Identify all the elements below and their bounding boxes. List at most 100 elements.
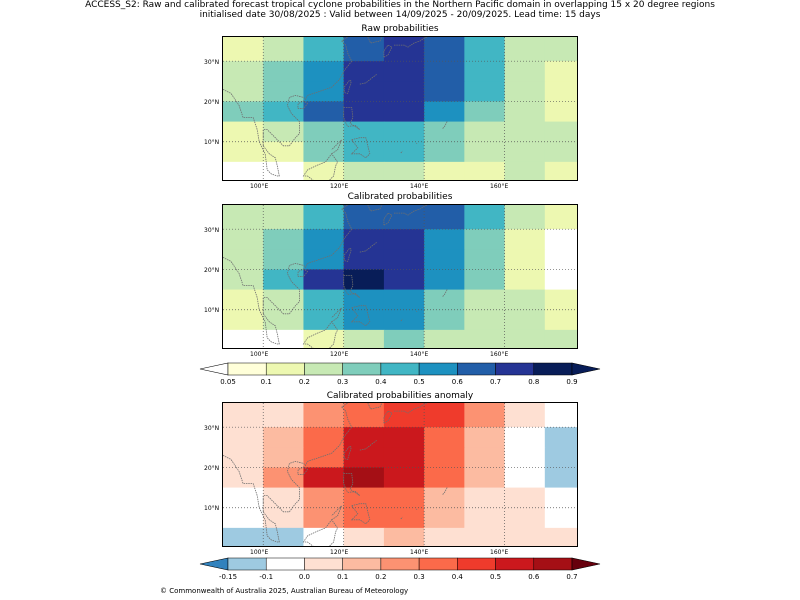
colorbar-segment [304, 557, 343, 571]
heatmap-cell [424, 81, 465, 102]
heatmap-cell [263, 487, 304, 509]
heatmap-cell [424, 507, 465, 529]
colorbar-tick-label: 0.8 [528, 378, 540, 386]
heatmap-cell [504, 427, 546, 448]
coastline [302, 153, 339, 180]
heatmap-cell [424, 229, 465, 250]
coastline [350, 305, 371, 327]
heatmap-cell [343, 447, 385, 468]
heatmap-cell [464, 329, 506, 348]
coastline [343, 79, 352, 94]
figure-title-line-1: ACCESS_S2: Raw and calibrated forecast t… [85, 0, 715, 10]
heatmap-cell [464, 161, 506, 180]
coastline [400, 150, 403, 154]
anomaly-colorbar-labels: -0.15 -0.1 0.0 0.1 0.2 0.3 0.4 0.5 0.6 0.7 [0, 574, 800, 584]
heatmap-cell [424, 37, 465, 62]
colorbar-under-extend [199, 362, 229, 376]
heatmap-cell [263, 507, 304, 529]
anom-xtick-120e: 120°E [330, 549, 349, 556]
heatmap-cell [464, 427, 506, 448]
heatmap-cell [303, 269, 345, 291]
colorbar-segment [304, 362, 343, 376]
heatmap-cell [504, 229, 546, 250]
heatmap-cell [424, 309, 465, 331]
colorbar-tick-label: 0.05 [220, 378, 236, 386]
heatmap-cell [303, 161, 345, 180]
colorbar-segment [495, 362, 535, 376]
colorbar-tick-label: 0.4 [451, 573, 463, 581]
heatmap-cell [544, 467, 577, 489]
heatmap-cell [544, 229, 577, 250]
copyright-notice: © Commonwealth of Australia 2025, Austra… [160, 587, 409, 595]
heatmap-cell [424, 289, 465, 311]
coastline [359, 241, 378, 253]
heatmap-cell [223, 101, 264, 123]
colorbar-tick-label: 0.3 [413, 573, 425, 581]
heatmap-cell [383, 61, 425, 82]
heatmap-cell [544, 269, 577, 291]
heatmap-cell [303, 487, 345, 509]
heatmap-cell [303, 61, 345, 82]
coastline [442, 486, 448, 495]
probability-colorbar [199, 362, 601, 376]
heatmap-cell [223, 61, 264, 82]
heatmap-cell [303, 249, 345, 270]
heatmap-cell [303, 427, 345, 448]
heatmap-cell [303, 229, 345, 250]
heatmap-cell [303, 309, 345, 331]
coastline [383, 212, 393, 226]
colorbar-tick-label: 0.6 [528, 573, 540, 581]
coastline [394, 37, 428, 48]
coastline [331, 505, 343, 521]
coastline [297, 466, 309, 476]
heatmap-cell [383, 289, 425, 311]
coastline [302, 519, 339, 546]
heatmap-cell [223, 205, 264, 230]
coastline [359, 73, 378, 85]
raw-xtick-100e: 100°E [250, 183, 269, 190]
colorbar-segment [380, 557, 420, 571]
heatmap-cell [383, 249, 425, 270]
map-canvas [223, 403, 577, 546]
heatmap-cell [343, 101, 385, 123]
anom-ytick-20n: 20°N [204, 465, 220, 472]
colorbar-segment [227, 362, 267, 376]
heatmap-cell [544, 141, 577, 163]
anomaly-panel-title: Calibrated probabilities anomaly [326, 391, 474, 401]
heatmap-cell [383, 81, 425, 102]
heatmap-cell [504, 161, 546, 180]
heatmap-cell [504, 37, 546, 62]
heatmap-cell [223, 507, 264, 529]
raw-ytick-10n: 10°N [204, 139, 220, 146]
heatmap-cell [343, 507, 385, 529]
heatmap-cell [424, 121, 465, 143]
coastline [343, 247, 352, 262]
heatmap-cell [343, 527, 385, 546]
heatmap-cell [343, 487, 385, 509]
heatmap-cell [263, 101, 304, 123]
cal-ytick-20n: 20°N [204, 267, 220, 274]
calibrated-probabilities-map [222, 204, 578, 349]
heatmap-cell [544, 101, 577, 123]
heatmap-cell [303, 205, 345, 230]
heatmap-cell [263, 249, 304, 270]
heatmap-cell [263, 205, 304, 230]
coastline [331, 307, 343, 323]
heatmap-cell [544, 427, 577, 448]
heatmap-cell [263, 527, 304, 546]
heatmap-cell [544, 507, 577, 529]
heatmap-cell [383, 37, 425, 62]
heatmap-cell [383, 229, 425, 250]
heatmap-cell [464, 205, 506, 230]
colorbar-tick-label: 0.1 [260, 378, 272, 386]
heatmap-cell [343, 121, 385, 143]
coastline [394, 403, 428, 414]
probability-colorbar-labels: 0.05 0.1 0.2 0.3 0.4 0.5 0.6 0.7 0.8 0.9 [0, 379, 800, 389]
anom-ytick-30n: 30°N [204, 425, 220, 432]
heatmap-cell [504, 329, 546, 348]
heatmap-cell [544, 329, 577, 348]
heatmap-cell [263, 403, 304, 428]
heatmap-cell [223, 229, 264, 250]
colorbar-tick-label: 0.3 [337, 378, 349, 386]
heatmap-cell [303, 467, 345, 489]
